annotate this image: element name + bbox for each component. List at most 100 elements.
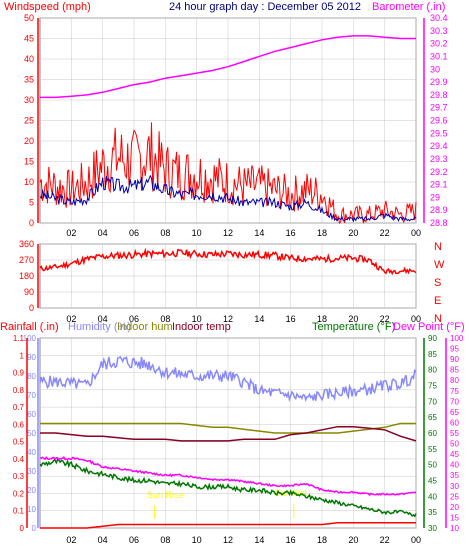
panel3-x-tick-label: 02 (66, 535, 76, 545)
rain-tick-label: 0.3 (13, 472, 25, 481)
humidity-tick-label: 90 (27, 353, 36, 362)
panel1-right-tick-label: 29 (430, 192, 440, 202)
panel2-x-tick-label: 08 (160, 314, 170, 324)
panel2-x-tick-label: 12 (223, 314, 233, 324)
panel1-right-tick-label: 29.7 (430, 103, 448, 113)
panel2-compass-label: N (434, 313, 442, 325)
panel1-right-tick-label: 29.1 (430, 180, 448, 190)
rain-tick-label: 0.8 (13, 386, 25, 395)
humidity-tick-label: 30 (27, 467, 36, 476)
panel1-right-tick-label: 29.9 (430, 77, 448, 87)
panel2-compass-label: N (434, 241, 442, 253)
panel2-compass-label: S (434, 277, 441, 289)
temperature-tick-label: 50 (428, 461, 437, 470)
panel1-left-tick-label: 0 (29, 218, 34, 228)
panel1-left-tick-label: 40 (24, 54, 34, 64)
windspeed-series-line (39, 122, 417, 225)
panel2-left-tick-label: 180 (19, 271, 34, 281)
rain-tick-label: 1 (20, 351, 25, 360)
panel1-right-tick-label: 30.4 (430, 13, 448, 23)
barometer-series-line (40, 35, 416, 99)
humidity-series-line (39, 355, 417, 403)
humidity-tick-label: 70 (27, 391, 36, 400)
rainfall-label: Rainfall (.in) (0, 321, 59, 333)
temperature-tick-label: 55 (428, 445, 437, 454)
panel3-x-tick-label: 10 (192, 535, 202, 545)
panel1-right-tick-label: 29.2 (430, 167, 448, 177)
dew-point-tick-label: 20 (450, 503, 459, 512)
dew-point-tick-label: 95 (450, 345, 459, 354)
rain-tick-label: 0.1 (13, 507, 25, 516)
panel2-x-tick-label: 20 (348, 314, 358, 324)
panel3-x-tick-label: 14 (254, 535, 264, 545)
dew-point-series-line (39, 456, 417, 497)
wind-direction-series-line (39, 247, 417, 276)
panel2-compass-label: W (434, 259, 445, 271)
indoor-temp-label: Indoor temp (172, 321, 231, 333)
panel1-right-tick-label: 29.3 (430, 154, 448, 164)
panel1-x-tick-label: 22 (380, 228, 390, 238)
temperature-tick-label: 65 (428, 413, 437, 422)
dew-point-tick-label: 65 (450, 408, 459, 417)
panel1-left-tick-label: 5 (29, 198, 34, 208)
panel1-x-tick-label: 06 (129, 228, 139, 238)
panel1-left-tick-label: 20 (24, 136, 34, 146)
temperature-tick-label: 85 (428, 350, 437, 359)
chart-marks-group: 0510152025303540455028.828.92929.129.229… (13, 13, 464, 545)
dew-point-tick-label: 70 (450, 397, 459, 406)
rain-tick-label: 0.2 (13, 489, 25, 498)
panel2-x-tick-label: 18 (317, 314, 327, 324)
panel3-x-tick-label: 04 (98, 535, 108, 545)
temperature-label: Temperature (°F) (312, 321, 395, 333)
temperature-tick-label: 40 (428, 492, 437, 501)
humidity-tick-label: 40 (27, 448, 36, 457)
panel1-right-tick-label: 29.4 (430, 141, 448, 151)
panel2-left-tick-label: 270 (19, 255, 34, 265)
panel1-x-tick-label: 16 (286, 228, 296, 238)
panel1-left-tick-label: 35 (24, 75, 34, 85)
panel3-x-tick-label: 18 (317, 535, 327, 545)
panel1-right-tick-label: 30 (430, 64, 440, 74)
dew-point-tick-label: 50 (450, 440, 459, 449)
panel1-left-tick-label: 50 (24, 13, 34, 23)
panel3-x-tick-label: 12 (223, 535, 233, 545)
indoor-hum-label: Indoor hum (117, 321, 173, 333)
indoor-temp-series-line (40, 425, 417, 442)
indoor-hum-series-line (40, 422, 416, 434)
rain-tick-label: 0.6 (13, 420, 25, 429)
panel2-x-tick-label: 14 (254, 314, 264, 324)
panel1-right-tick-label: 29.5 (430, 128, 448, 138)
humidity-label: Humidity (%) (68, 321, 131, 333)
panel2-compass-label: E (434, 295, 441, 307)
panel3-x-tick-label: 20 (348, 535, 358, 545)
rain-tick-label: 0.9 (13, 369, 25, 378)
panel2-left-tick-label: 0 (29, 303, 34, 313)
panel3-x-tick-label: 00 (411, 535, 421, 545)
panel1-left-tick-label: 15 (24, 157, 34, 167)
temperature-tick-label: 75 (428, 382, 437, 391)
temperature-tick-label: 35 (428, 508, 437, 517)
panel1-x-tick-label: 12 (223, 228, 233, 238)
temperature-tick-label: 90 (428, 334, 437, 343)
panel1-title: 24 hour graph day : December 05 2012 (169, 1, 361, 13)
temperature-tick-label: 80 (428, 366, 437, 375)
dew-point-tick-label: 40 (450, 461, 459, 470)
panel1-x-tick-label: 20 (348, 228, 358, 238)
panel1-right-tick-label: 29.8 (430, 90, 448, 100)
dew-point-tick-label: 35 (450, 471, 459, 480)
panel1-left-label: Windspeed (mph) (4, 1, 91, 13)
dew-point-tick-label: 60 (450, 418, 459, 427)
temperature-series-line (39, 458, 417, 518)
panel2-x-tick-label: 06 (129, 314, 139, 324)
humidity-tick-label: 100 (23, 334, 37, 343)
panel2-x-tick-label: 10 (192, 314, 202, 324)
panel3-x-tick-label: 16 (286, 535, 296, 545)
panel1-left-tick-label: 30 (24, 95, 34, 105)
panel1-x-tick-label: 08 (160, 228, 170, 238)
panel2-x-tick-label: 02 (66, 314, 76, 324)
dew-point-tick-label: 100 (450, 334, 464, 343)
rain-tick-label: 0.4 (13, 455, 25, 464)
panel1-left-tick-label: 10 (24, 177, 34, 187)
